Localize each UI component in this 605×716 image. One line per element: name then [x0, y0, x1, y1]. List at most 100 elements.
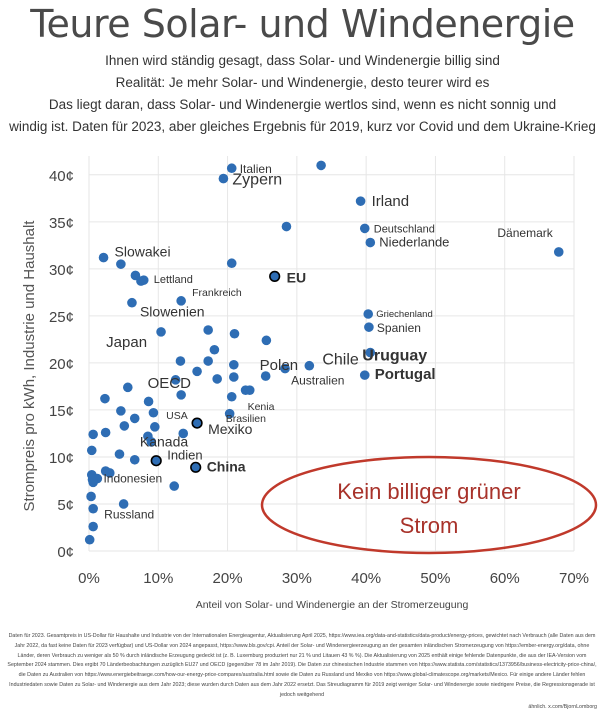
point-label: Australien	[291, 374, 344, 388]
data-point	[156, 327, 166, 337]
data-point	[100, 427, 111, 438]
point-label: Japan	[106, 334, 147, 351]
y-tick-labels: 0¢ 5¢ 10¢ 15¢ 20¢ 25¢ 30¢ 35¢ 40¢	[49, 168, 74, 561]
data-point	[212, 374, 222, 384]
data-point	[229, 359, 239, 370]
data-point	[88, 429, 98, 440]
point-label: Frankreich	[192, 287, 242, 299]
data-point	[129, 413, 140, 424]
subtitle-line-2: Realität: Je mehr Solar- und Windenergie…	[115, 75, 490, 90]
y-tick-label: 15¢	[49, 403, 74, 420]
data-point	[229, 372, 239, 382]
data-point	[150, 422, 160, 432]
data-point	[209, 344, 220, 355]
callout-line-1: Kein billiger grüner	[337, 479, 520, 504]
point-label: Niederlande	[379, 235, 449, 250]
data-point	[170, 375, 181, 385]
x-tick-label: 40%	[351, 570, 381, 587]
data-point	[226, 391, 237, 402]
point-label: China	[207, 458, 246, 474]
point-label: OECD	[148, 375, 192, 392]
data-point	[84, 534, 95, 545]
data-point	[229, 328, 240, 339]
data-point	[88, 521, 98, 532]
x-tick-label: 20%	[213, 570, 243, 587]
data-point	[169, 481, 180, 491]
data-point	[364, 322, 374, 332]
data-point	[116, 259, 126, 269]
point-label: Griechenland	[376, 309, 433, 320]
y-tick-label: 5¢	[57, 497, 74, 514]
data-point	[150, 455, 162, 467]
data-point	[226, 163, 237, 174]
data-point	[119, 421, 130, 431]
y-tick-label: 30¢	[49, 262, 74, 279]
point-label: Russland	[104, 508, 154, 522]
data-point	[316, 160, 326, 171]
data-point	[203, 356, 213, 366]
point-label: Chile	[322, 352, 359, 369]
data-point	[190, 461, 202, 473]
point-label: EU	[287, 269, 306, 285]
data-point	[116, 406, 126, 416]
data-point	[355, 196, 366, 206]
data-point	[269, 270, 281, 282]
y-tick-label: 20¢	[49, 356, 74, 373]
data-point	[553, 247, 564, 257]
data-point	[280, 363, 290, 374]
y-tick-label: 0¢	[57, 544, 74, 561]
data-point	[129, 454, 140, 465]
point-label: Uruguay	[362, 348, 427, 365]
x-tick-label: 0%	[78, 570, 100, 587]
data-point	[365, 237, 376, 248]
data-point	[138, 275, 149, 285]
grid-lines	[88, 156, 575, 552]
data-point	[240, 385, 251, 395]
y-axis-label: Strompreis pro kWh, Industrie und Hausha…	[21, 220, 38, 512]
point-label: Slowakei	[115, 244, 171, 260]
data-point	[226, 258, 237, 269]
data-point	[192, 366, 202, 377]
data-point	[359, 370, 370, 380]
data-point	[143, 396, 154, 407]
data-point	[143, 431, 153, 442]
point-label: Deutschland	[374, 223, 435, 235]
data-point	[114, 449, 125, 459]
point-label: Spanien	[377, 321, 421, 335]
data-point	[127, 297, 137, 308]
x-tick-label: 60%	[490, 570, 520, 587]
point-label: USA	[166, 410, 188, 422]
y-tick-label: 10¢	[49, 450, 74, 467]
data-point	[104, 468, 115, 478]
data-point	[86, 491, 96, 502]
point-label: Zypern	[232, 172, 282, 189]
data-point	[260, 371, 271, 381]
point-label: Brasilien	[226, 413, 266, 425]
x-tick-label: 50%	[420, 570, 450, 587]
point-label: Kenia	[248, 401, 275, 413]
data-point	[191, 417, 203, 429]
point-label: Polen	[260, 357, 298, 374]
point-label: Kanada	[140, 433, 188, 449]
data-point	[118, 499, 129, 509]
x-tick-label: 10%	[143, 570, 173, 587]
data-point	[98, 252, 109, 263]
footnote-signoff: ähnlich. x.com/BjornLomborg	[528, 704, 597, 710]
data-point	[178, 428, 189, 439]
subtitle-line-1: Ihnen wird ständig gesagt, dass Solar- u…	[105, 53, 500, 68]
x-tick-label: 30%	[282, 570, 312, 587]
data-point	[281, 221, 292, 232]
data-points	[84, 160, 564, 545]
y-tick-label: 40¢	[49, 168, 74, 185]
data-point	[203, 325, 213, 335]
data-point	[100, 393, 110, 404]
data-point	[304, 360, 315, 371]
footnote: Daten für 2023. Gesamtpreis in US-Dollar…	[7, 633, 597, 698]
point-label: Indonesien	[103, 472, 162, 486]
callout-ellipse	[260, 455, 598, 555]
data-point	[148, 407, 159, 418]
x-tick-label: 70%	[559, 570, 589, 587]
data-point	[218, 173, 229, 184]
